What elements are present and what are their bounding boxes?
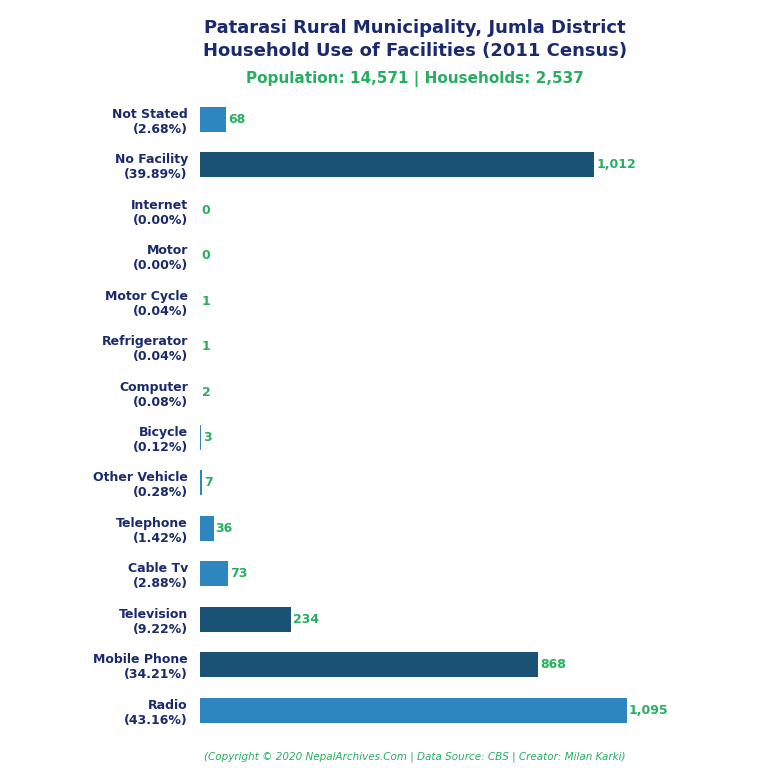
Text: Household Use of Facilities (2011 Census): Household Use of Facilities (2011 Census…	[203, 42, 627, 60]
Bar	[200, 516, 214, 541]
Text: 1,012: 1,012	[596, 158, 636, 171]
Text: Patarasi Rural Municipality, Jumla District: Patarasi Rural Municipality, Jumla Distr…	[204, 19, 625, 37]
Bar	[200, 652, 538, 677]
Text: (Copyright © 2020 NepalArchives.Com | Data Source: CBS | Creator: Milan Karki): (Copyright © 2020 NepalArchives.Com | Da…	[204, 751, 625, 762]
Text: 0: 0	[202, 204, 210, 217]
Text: 1,095: 1,095	[628, 703, 668, 717]
Text: 2: 2	[203, 386, 211, 399]
Text: Population: 14,571 | Households: 2,537: Population: 14,571 | Households: 2,537	[246, 71, 584, 87]
Bar	[200, 607, 291, 631]
Text: 3: 3	[203, 431, 211, 444]
Text: 868: 868	[540, 658, 566, 671]
Bar	[200, 697, 627, 723]
Text: 7: 7	[204, 476, 213, 489]
Text: 1: 1	[202, 295, 210, 308]
Text: 0: 0	[202, 249, 210, 262]
Bar	[200, 470, 203, 495]
Bar	[200, 425, 201, 450]
Text: 1: 1	[202, 340, 210, 353]
Bar	[200, 107, 227, 132]
Text: 68: 68	[228, 113, 246, 126]
Bar	[200, 152, 594, 177]
Text: 36: 36	[216, 521, 233, 535]
Text: 234: 234	[293, 613, 319, 626]
Bar	[200, 561, 228, 586]
Text: 73: 73	[230, 568, 247, 581]
